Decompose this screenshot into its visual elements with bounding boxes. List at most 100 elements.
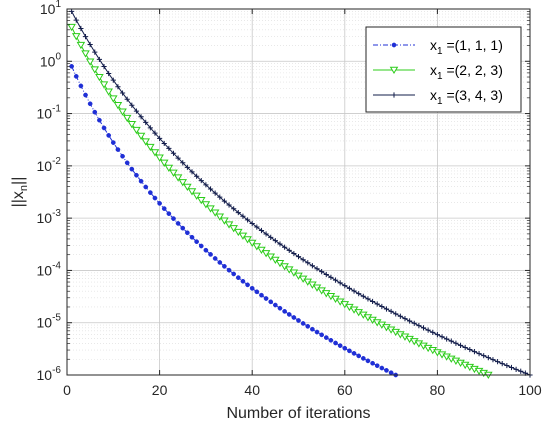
data-point [485, 355, 491, 361]
data-point [254, 224, 260, 230]
legend-entry: x1 =(2, 2, 3) [373, 62, 503, 82]
data-point [467, 346, 473, 353]
data-point [291, 315, 297, 320]
data-point [175, 155, 181, 161]
data-point [147, 125, 153, 131]
data-point [518, 368, 524, 374]
series-3 [69, 8, 533, 378]
data-point [106, 70, 112, 77]
data-point [113, 102, 123, 110]
data-point [305, 260, 311, 266]
x-tick-label: 40 [244, 382, 260, 398]
data-point [152, 130, 158, 136]
data-point [155, 154, 164, 162]
data-point [310, 326, 315, 332]
data-point [457, 342, 464, 348]
data-point [83, 92, 88, 98]
data-point [337, 280, 343, 286]
data-point [448, 338, 454, 344]
data-point [71, 33, 81, 41]
data-point [300, 257, 306, 263]
data-point [351, 288, 357, 294]
data-point [136, 132, 146, 140]
data-point [342, 283, 348, 289]
data-point [166, 211, 172, 217]
data-point [208, 252, 213, 257]
data-point [206, 205, 215, 213]
data-point [249, 220, 255, 227]
data-point [152, 195, 158, 201]
data-point [300, 321, 306, 326]
y-tick-label: 101 [40, 0, 62, 17]
data-point [319, 269, 325, 275]
data-point [360, 356, 366, 361]
data-point [87, 101, 93, 107]
data-point [134, 172, 139, 178]
data-point [411, 320, 417, 326]
data-point [184, 164, 190, 170]
data-point [138, 114, 144, 120]
data-point [268, 299, 274, 305]
y-tick-label: 10-6 [37, 365, 62, 383]
data-point [416, 323, 422, 329]
data-point [257, 246, 266, 254]
legend-swatch-marker [391, 42, 397, 48]
data-point [201, 201, 211, 209]
data-point [189, 169, 195, 175]
data-point [146, 143, 155, 152]
data-point [309, 263, 315, 269]
data-point [277, 241, 283, 247]
data-point [247, 239, 257, 248]
data-point [99, 81, 109, 89]
data-point [67, 23, 76, 32]
data-point [332, 277, 339, 283]
data-point [319, 332, 324, 338]
data-point [87, 41, 93, 48]
legend-entry: x1 =(1, 1, 1) [373, 37, 503, 57]
data-point [384, 368, 389, 373]
data-point [110, 140, 116, 145]
data-point [305, 323, 311, 329]
data-point [240, 213, 246, 219]
data-point [92, 49, 98, 55]
data-point [183, 183, 192, 191]
data-point [73, 74, 79, 79]
data-point [282, 244, 288, 250]
data-point [171, 216, 176, 221]
data-point [76, 41, 86, 50]
data-point [221, 198, 228, 204]
data-point [263, 231, 269, 237]
data-point [69, 64, 74, 69]
data-point [252, 243, 262, 251]
data-point [73, 17, 79, 23]
data-point [296, 318, 301, 323]
data-point [282, 309, 287, 314]
data-point [490, 357, 496, 363]
data-point [150, 149, 160, 157]
data-point [220, 217, 229, 225]
data-point [249, 285, 255, 291]
data-point [379, 303, 385, 310]
data-point [365, 358, 371, 364]
data-point [159, 159, 169, 167]
data-point [95, 73, 104, 82]
data-point [217, 194, 223, 200]
data-point [360, 293, 366, 299]
y-axis-label: ||xn|| [10, 177, 30, 208]
data-point [226, 202, 232, 208]
data-point [347, 348, 352, 354]
data-point [323, 271, 329, 278]
data-point [175, 221, 181, 226]
data-point [217, 260, 223, 265]
data-point [388, 308, 394, 315]
data-point [129, 102, 135, 108]
plot-frame [66, 8, 531, 376]
data-point [234, 228, 243, 237]
x-tick-label: 100 [518, 382, 542, 398]
data-point [173, 174, 183, 182]
data-point [85, 58, 95, 66]
data-point [122, 114, 132, 123]
data-point [109, 95, 118, 103]
data-point [118, 108, 127, 116]
